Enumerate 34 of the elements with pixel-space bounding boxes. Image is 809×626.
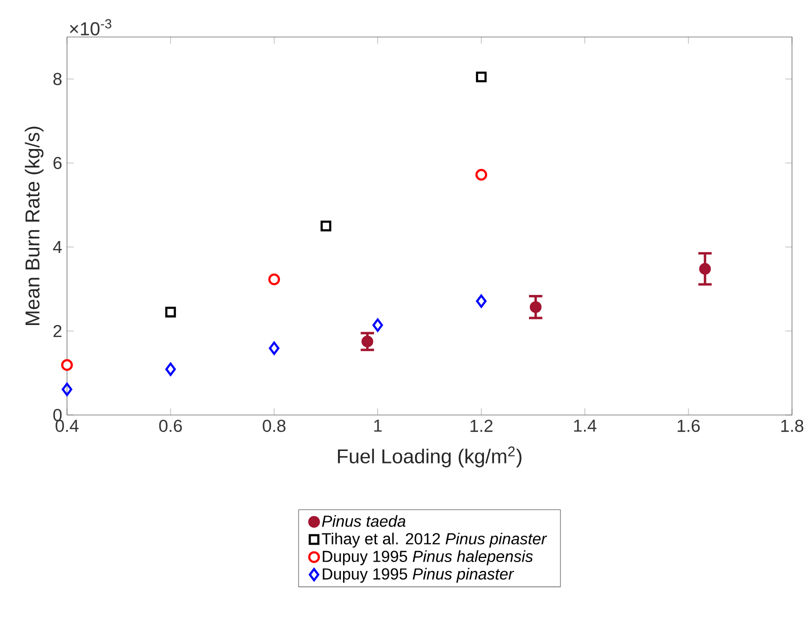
legend-label: Dupuy 1995 Pinus pinaster — [322, 568, 514, 583]
point — [475, 168, 488, 181]
point — [165, 362, 176, 376]
point — [61, 359, 73, 371]
point — [476, 72, 487, 82]
x-tick-label: 1.4 — [574, 420, 596, 432]
y-tick-label: 4 — [53, 241, 62, 253]
legend-label: Tihay et al. 2012 Pinus pinaster — [322, 532, 548, 548]
legend-label: Pinus taeda — [322, 515, 406, 527]
x-tick-label: 0.4 — [56, 420, 79, 432]
point — [268, 273, 280, 286]
point — [372, 318, 383, 332]
y-axis-title: Mean Burn Rate (kg/s) — [24, 126, 44, 325]
x-tick-label: 1.8 — [781, 420, 804, 432]
x-tick-label: 0.8 — [262, 420, 286, 432]
point — [530, 301, 542, 313]
x-tick-label: 0.6 — [159, 420, 182, 432]
point — [320, 220, 332, 232]
y-tick-label: 2 — [54, 324, 62, 338]
point — [699, 262, 711, 275]
x-tick-label: 1.2 — [470, 420, 492, 432]
y-tick-label: 0 — [53, 408, 62, 422]
y-tick-label: 6 — [54, 156, 62, 170]
x-axis-title: Fuel Loading (kg/m$^{2}$) — [338, 446, 522, 468]
legend-label: Dupuy 1995 Pinus halepensis — [322, 550, 533, 566]
text: ×10$^{-3}$ — [70, 19, 112, 36]
y-tick-label: 8 — [53, 72, 62, 86]
x-tick-label: 1 — [374, 420, 382, 432]
point — [62, 382, 72, 396]
point — [268, 342, 280, 355]
point — [476, 294, 487, 308]
point — [165, 306, 176, 318]
point — [361, 336, 374, 348]
x-tick-label: 1.6 — [678, 420, 700, 432]
